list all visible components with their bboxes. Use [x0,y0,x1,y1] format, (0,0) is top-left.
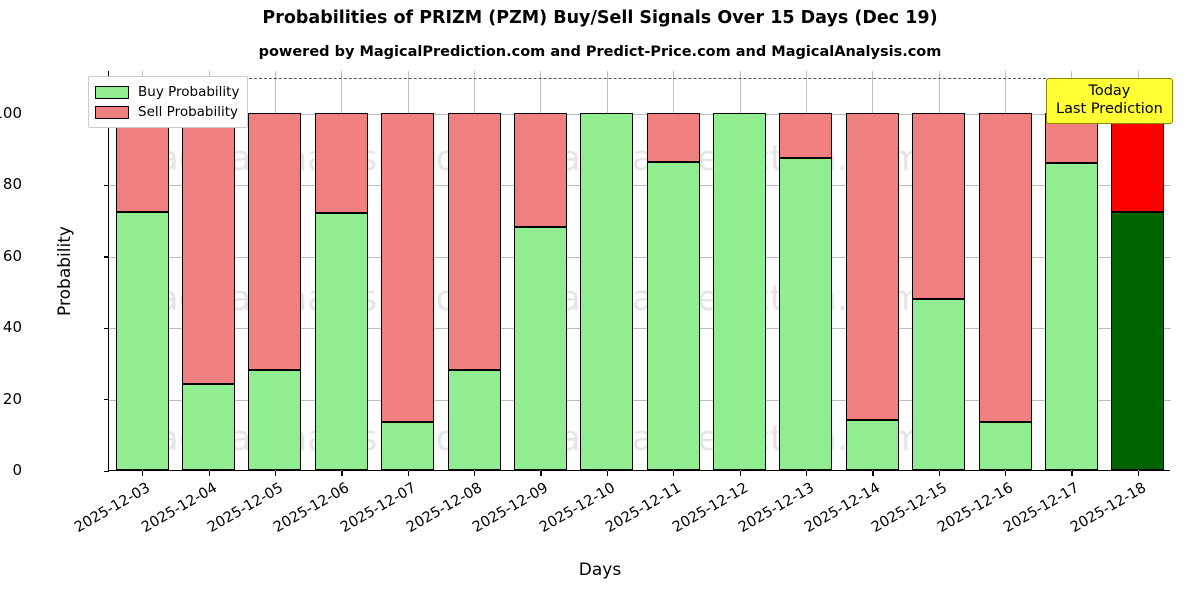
bar-segment-buy[interactable] [1044,162,1098,470]
bar-stack[interactable] [248,70,302,470]
gridline-horizontal [109,256,1171,258]
y-tick-label: 0 [12,461,22,479]
today-annotation: Today Last Prediction [1046,78,1173,124]
bar-stack[interactable] [115,70,169,470]
x-tick-mark [938,471,940,476]
bar-stack[interactable] [646,70,700,470]
bar-stack[interactable] [1044,70,1098,470]
bar-segment-sell[interactable] [1111,112,1165,212]
bar-stack[interactable] [912,70,966,470]
bar-segment-sell[interactable] [779,112,833,158]
bar-stack[interactable] [978,70,1032,470]
bar-segment-sell[interactable] [314,112,368,213]
bar-segment-sell[interactable] [115,112,169,212]
x-tick-mark [739,471,741,476]
x-tick-mark [208,471,210,476]
x-tick-mark [606,471,609,476]
bar-stack[interactable] [314,70,368,470]
y-axis-label: Probability [55,226,75,316]
bar-segment-buy[interactable] [978,421,1032,470]
x-tick-mark [407,471,409,476]
bar-segment-buy[interactable] [912,298,966,470]
plot-inner: MagicalAnalysis.comMagicalPrediction.com… [109,70,1171,471]
x-tick-mark [1005,471,1007,476]
bar-stack[interactable] [845,70,899,470]
y-tick-label: 60 [2,246,22,265]
gridline-horizontal [109,113,1171,115]
gridline-horizontal [109,399,1171,401]
x-tick-mark [872,471,874,476]
bar-segment-sell[interactable] [248,112,302,370]
x-tick-mark [142,471,144,476]
y-tick-mark [104,399,109,401]
legend-item-buy: Buy Probability [95,82,239,102]
bar-segment-buy[interactable] [713,112,767,470]
bar-segment-buy[interactable] [182,384,236,470]
bar-segment-buy[interactable] [447,370,501,470]
gridline-horizontal [109,328,1171,330]
bar-stack[interactable] [381,70,435,470]
y-tick-mark [104,184,109,187]
x-tick-mark [274,471,277,476]
bar-segment-buy[interactable] [1111,211,1165,470]
x-tick-mark [341,471,343,476]
y-tick-mark [104,470,109,472]
bar-segment-sell[interactable] [845,112,899,420]
legend-swatch-buy [95,85,129,99]
bar-segment-buy[interactable] [381,421,435,470]
bar-stack[interactable] [182,70,236,470]
reference-line [109,78,1171,80]
bar-stack[interactable] [713,70,767,470]
legend-swatch-sell [95,105,129,119]
bar-segment-sell[interactable] [447,112,501,370]
bar-segment-buy[interactable] [248,370,302,470]
x-tick-mark [673,471,675,476]
x-tick-mark [1071,471,1073,476]
x-tick-mark [1137,471,1140,476]
y-tick-label: 40 [2,318,22,337]
chart-legend: Buy Probability Sell Probability [88,76,249,128]
x-axis-label: Days [578,560,622,580]
gridline-horizontal [109,185,1171,187]
bar-segment-buy[interactable] [779,157,833,470]
bar-segment-sell[interactable] [646,112,700,162]
bar-stack[interactable] [513,70,567,470]
x-tick-mark [540,471,542,476]
y-tick-mark [104,327,109,329]
x-tick-mark [474,471,476,476]
bar-segment-buy[interactable] [845,420,899,470]
bar-segment-buy[interactable] [646,161,700,470]
chart-title: Probabilities of PRIZM (PZM) Buy/Sell Si… [262,8,938,28]
bar-stack[interactable] [580,70,634,470]
bar-segment-buy[interactable] [314,212,368,470]
bar-segment-buy[interactable] [115,211,169,470]
bar-segment-sell[interactable] [978,112,1032,422]
bar-segment-sell[interactable] [182,112,236,385]
bar-segment-buy[interactable] [580,112,634,470]
legend-label-sell: Sell Probability [138,104,239,120]
y-tick-label: 80 [2,175,22,194]
bar-stack[interactable] [447,70,501,470]
chart-subtitle: powered by MagicalPrediction.com and Pre… [258,44,942,60]
x-tick-mark [805,471,808,476]
bar-segment-sell[interactable] [912,112,966,299]
y-tick-label: 20 [2,389,22,408]
bar-stack[interactable] [779,70,833,470]
bar-segment-sell[interactable] [381,112,435,422]
bar-segment-sell[interactable] [513,112,567,228]
today-annotation-line2: Last Prediction [1056,101,1163,117]
plot-area: MagicalAnalysis.comMagicalPrediction.com… [55,70,1171,476]
bar-stack[interactable] [1111,70,1165,470]
y-tick-mark [104,256,109,258]
today-annotation-line1: Today [1088,83,1131,99]
bar-segment-buy[interactable] [513,227,567,470]
y-tick-label: 100 [0,103,22,122]
legend-item-sell: Sell Probability [95,102,239,122]
legend-label-buy: Buy Probability [138,84,240,100]
